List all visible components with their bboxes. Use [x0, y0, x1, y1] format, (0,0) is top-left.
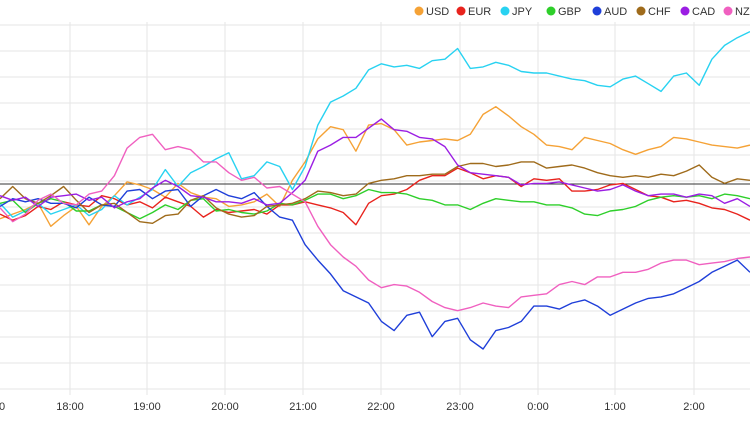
x-tick-label: 0:00 [527, 401, 548, 413]
legend[interactable]: USD EUR JPY GBP AUD CHF CAD NZD [414, 6, 750, 18]
legend-marker [592, 6, 602, 16]
legend-label: USD [426, 6, 449, 18]
series-line-usd [0, 105, 750, 228]
legend-item-gbp[interactable]: GBP [546, 6, 582, 18]
legend-marker [456, 6, 466, 16]
legend-item-jpy[interactable]: JPY [500, 6, 533, 18]
legend-marker [546, 6, 556, 16]
x-tick-label: 22:00 [367, 401, 395, 413]
legend-marker [500, 6, 510, 16]
legend-item-chf[interactable]: CHF [636, 6, 671, 18]
legend-label: GBP [558, 6, 581, 18]
series-line-nzd [0, 133, 750, 312]
legend-label: CAD [692, 6, 715, 18]
x-tick-label: 2:00 [683, 401, 704, 413]
x-axis: 0 18:00 19:00 20:00 21:00 22:00 23:00 0:00 1:00 2… [0, 401, 705, 413]
legend-label: AUD [604, 6, 627, 18]
legend-label: EUR [468, 6, 491, 18]
series-line-cad [0, 118, 750, 209]
legend-item-usd[interactable]: USD [414, 6, 450, 18]
x-tick-label: 21:00 [289, 401, 317, 413]
x-tick-label: 20:00 [211, 401, 239, 413]
legend-item-aud[interactable]: AUD [592, 6, 628, 18]
x-tick-label: 23:00 [446, 401, 474, 413]
x-tick-label: 1:00 [604, 401, 625, 413]
legend-label: NZD [735, 6, 750, 18]
legend-label: JPY [512, 6, 533, 18]
series-line-aud [0, 188, 750, 350]
legend-marker [636, 6, 646, 16]
legend-marker [414, 6, 424, 16]
legend-marker [723, 6, 733, 16]
legend-label: CHF [648, 6, 671, 18]
x-tick-label: 19:00 [133, 401, 161, 413]
series-line-chf [0, 161, 750, 225]
legend-item-cad[interactable]: CAD [680, 6, 716, 18]
legend-marker [680, 6, 690, 16]
legend-item-eur[interactable]: EUR [456, 6, 492, 18]
legend-item-nzd[interactable]: NZD [723, 6, 750, 18]
series-lines [0, 30, 750, 350]
x-tick-label: 0 [0, 401, 5, 413]
grid [0, 22, 750, 395]
x-tick-label: 18:00 [56, 401, 84, 413]
